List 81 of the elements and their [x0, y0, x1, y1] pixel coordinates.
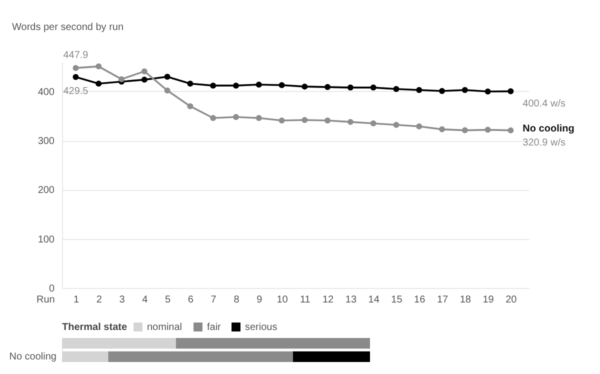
x-tick-label: 12 — [322, 294, 334, 306]
point — [347, 84, 354, 91]
chart-title: Words per second by run — [12, 22, 124, 33]
x-tick-label: 8 — [234, 294, 240, 306]
y-tick-label: 200 — [38, 185, 55, 196]
point — [484, 126, 491, 133]
x-tick-label: 5 — [165, 294, 172, 306]
point — [439, 126, 446, 132]
bar — [108, 351, 293, 362]
y-tick-label: No cooling — [9, 352, 56, 363]
point — [393, 86, 400, 92]
point — [187, 80, 194, 87]
y-tick-label: 0 — [48, 284, 55, 294]
legend-label: fair — [207, 322, 222, 333]
point — [232, 82, 239, 89]
point — [508, 127, 514, 134]
point — [141, 76, 148, 83]
point — [462, 127, 468, 134]
y-tick-label: 300 — [38, 136, 55, 148]
point — [302, 116, 308, 123]
point — [96, 63, 102, 70]
point — [164, 74, 170, 80]
x-tick-label: 20 — [506, 294, 518, 306]
data-label: 400.4 w/s — [522, 98, 566, 110]
point — [302, 84, 308, 90]
legend-label: nominal — [147, 322, 182, 333]
x-tick-label: 14 — [368, 294, 380, 306]
x-tick-label: 11 — [300, 294, 311, 306]
point — [324, 117, 331, 124]
x-axis-title: Run — [36, 294, 55, 306]
bar — [62, 338, 176, 349]
x-tick-label: 3 — [119, 294, 126, 306]
x-tick-label: 10 — [276, 294, 288, 306]
x-tick-label: 6 — [188, 294, 194, 306]
x-tick-label: 9 — [256, 294, 263, 306]
x-tick-label: 18 — [460, 294, 472, 306]
point — [256, 82, 262, 88]
point — [278, 117, 285, 124]
x-tick-label: 2 — [96, 294, 102, 306]
point — [462, 87, 468, 93]
x-tick-label: 15 — [391, 294, 403, 306]
legend-title: Thermal state — [62, 322, 128, 333]
x-tick-label: 1 — [73, 294, 80, 306]
data-label: 447.9 — [63, 50, 89, 61]
point — [210, 82, 216, 89]
point — [393, 122, 400, 128]
y-tick-label: 400 — [38, 86, 55, 98]
x-tick-label: 17 — [436, 294, 449, 306]
bar — [293, 351, 370, 362]
point — [324, 84, 331, 90]
point — [370, 84, 376, 91]
bar — [62, 351, 108, 362]
point — [164, 88, 170, 94]
point — [370, 120, 376, 126]
x-tick-label: 19 — [482, 294, 494, 306]
point — [72, 74, 79, 80]
point — [278, 82, 285, 88]
point — [347, 118, 354, 125]
point — [439, 88, 446, 94]
series-label: No cooling — [522, 123, 574, 134]
point — [210, 115, 216, 122]
data-label: 429.5 — [63, 86, 89, 97]
point — [256, 115, 262, 122]
y-tick-label: 100 — [38, 234, 55, 246]
x-tick-label: 16 — [414, 294, 426, 306]
point — [508, 88, 514, 94]
x-tick-label: 7 — [210, 294, 217, 306]
point — [187, 103, 194, 110]
bar — [176, 338, 370, 349]
point — [72, 64, 79, 71]
point — [96, 80, 102, 87]
x-tick-label: 4 — [142, 294, 148, 306]
point — [118, 76, 125, 82]
legend-label: serious — [245, 322, 278, 333]
point — [416, 123, 422, 130]
point — [141, 68, 148, 74]
point — [416, 87, 422, 93]
point — [484, 88, 491, 94]
data-label: 320.9 w/s — [522, 137, 566, 148]
x-tick-label: 13 — [345, 294, 357, 306]
point — [232, 114, 239, 120]
